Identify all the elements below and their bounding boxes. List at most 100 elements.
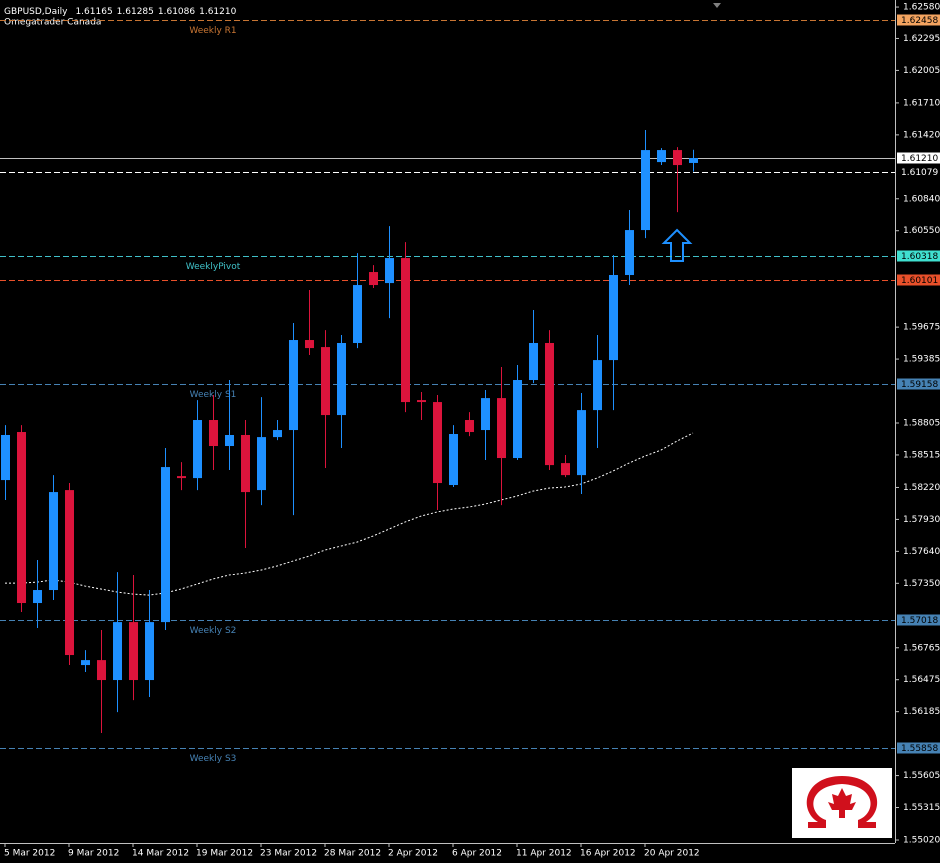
level-label-bg — [897, 14, 940, 26]
y-tick-label: 1.62005 — [903, 66, 940, 76]
level-label-bg — [897, 742, 940, 754]
candle-body — [609, 275, 618, 361]
level-name: Weekly S2 — [190, 626, 237, 636]
y-tick-label: 1.60840 — [903, 194, 940, 204]
candle-body — [385, 258, 394, 284]
candle-body — [145, 622, 154, 681]
candle-body — [689, 158, 698, 163]
y-tick-label: 1.58805 — [903, 418, 940, 428]
x-tick-label: 23 Mar 2012 — [260, 849, 317, 859]
bid-label: 1.61210 — [901, 154, 938, 164]
candle-body — [337, 342, 346, 416]
level-label: 1.57018 — [901, 616, 938, 626]
logo-leaf — [828, 788, 856, 818]
candle-body — [17, 432, 26, 604]
candle-body — [209, 420, 218, 447]
candle-body — [353, 285, 362, 343]
y-tick-label: 1.58220 — [903, 483, 940, 493]
candle-body — [481, 398, 490, 431]
y-tick-label: 1.61420 — [903, 130, 940, 140]
level-label-bg — [897, 274, 940, 286]
candle-body — [593, 360, 602, 411]
candle-body — [97, 660, 106, 681]
symbol-period: GBPUSD,Daily — [4, 7, 68, 17]
logo — [792, 768, 892, 838]
y-tick-label: 1.56185 — [903, 707, 940, 717]
x-tick-label: 28 Mar 2012 — [324, 849, 381, 859]
candle-body — [225, 434, 234, 447]
y-tick-label: 1.62580 — [903, 3, 940, 13]
bid-label-bg — [897, 152, 940, 164]
x-tick-label: 5 Mar 2012 — [4, 849, 55, 859]
level-label: 1.62458 — [901, 16, 938, 26]
y-tick-label: 1.61710 — [903, 98, 940, 108]
x-tick-label: 9 Mar 2012 — [68, 849, 119, 859]
candle-body — [641, 150, 650, 231]
candle-body — [33, 590, 42, 604]
candle-body — [433, 402, 442, 484]
candle-body — [369, 272, 378, 286]
candle-body — [49, 492, 58, 591]
y-tick-label: 1.55020 — [903, 836, 940, 846]
candle-body — [497, 398, 506, 459]
y-tick-label: 1.62295 — [903, 34, 940, 44]
candle-body — [449, 434, 458, 486]
y-tick-label: 1.55605 — [903, 771, 940, 781]
candle-body — [513, 380, 522, 459]
level-label: 1.61079 — [901, 168, 938, 178]
last-bar-value: 1.61165 — [75, 7, 112, 17]
candle-body — [657, 150, 666, 163]
candle-body — [113, 622, 122, 681]
x-tick-label: 16 Apr 2012 — [580, 849, 636, 859]
candle-body — [465, 420, 474, 433]
logo-omega — [806, 776, 878, 828]
level-label-bg — [897, 166, 940, 178]
chart-header: GBPUSD,Daily 1.61165 1.61285 1.61086 1.61210 — [4, 7, 237, 17]
y-tick-label: 1.59675 — [903, 323, 940, 333]
last-bar-value: 1.61086 — [158, 7, 195, 17]
last-bar-value: 1.61285 — [117, 7, 154, 17]
candle-body — [577, 410, 586, 476]
candle-body — [193, 420, 202, 479]
scroll-marker — [713, 3, 721, 8]
x-tick-label: 6 Apr 2012 — [452, 849, 502, 859]
chart-subtitle: Omegatrader Canada — [4, 18, 101, 28]
level-label: 1.59158 — [901, 380, 938, 390]
y-tick-label: 1.56475 — [903, 675, 940, 685]
candle-body — [1, 434, 10, 481]
candle-body — [305, 340, 314, 349]
candle-body — [161, 467, 170, 623]
candle-body — [625, 230, 634, 276]
level-name: Weekly S3 — [190, 754, 237, 764]
level-label: 1.60318 — [901, 252, 938, 262]
x-tick-label: 11 Apr 2012 — [516, 849, 572, 859]
candle-body — [401, 258, 410, 403]
level-name: Weekly R1 — [189, 26, 236, 36]
candle-body — [561, 463, 570, 476]
y-tick-label: 1.57640 — [903, 547, 940, 557]
level-label: 1.60101 — [901, 276, 938, 286]
level-label-bg — [897, 250, 940, 262]
level-label: 1.55858 — [901, 744, 938, 754]
candle-body — [81, 660, 90, 666]
candle-body — [545, 342, 554, 466]
candle-body — [289, 340, 298, 431]
y-tick-label: 1.57350 — [903, 579, 940, 589]
level-name: Weekly S1 — [190, 390, 237, 400]
x-tick-label: 19 Mar 2012 — [196, 849, 253, 859]
candle-body — [673, 150, 682, 166]
x-tick-label: 14 Mar 2012 — [132, 849, 189, 859]
y-tick-label: 1.58515 — [903, 450, 940, 460]
last-bar-value: 1.61210 — [199, 7, 236, 17]
candle-body — [273, 430, 282, 438]
candle-body — [417, 400, 426, 403]
candle-body — [241, 434, 250, 493]
moving-average — [5, 432, 694, 596]
up-arrow — [661, 228, 693, 262]
candle-body — [129, 622, 138, 681]
x-tick-label: 20 Apr 2012 — [644, 849, 700, 859]
y-tick-label: 1.59385 — [903, 355, 940, 365]
candle-body — [529, 342, 538, 381]
y-tick-label: 1.57930 — [903, 515, 940, 525]
